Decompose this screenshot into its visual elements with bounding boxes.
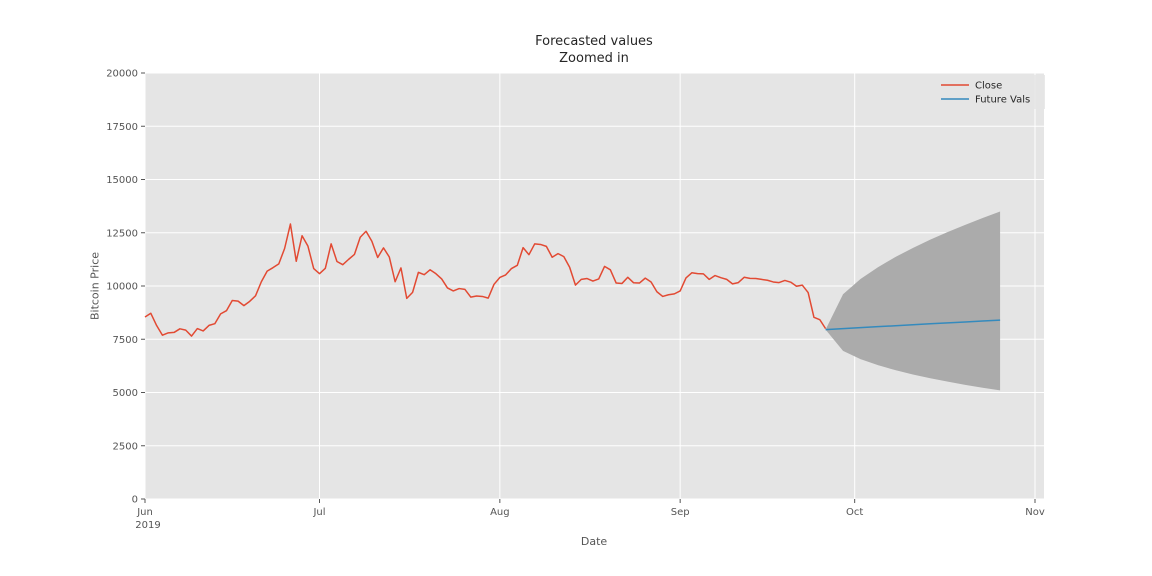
y-tick-label: 15000	[106, 175, 138, 186]
future-vals-line	[825, 319, 1001, 331]
x-tick-label: Nov	[1025, 507, 1045, 518]
y-tick-label: 2500	[113, 441, 138, 452]
x-axis-label: Date	[580, 535, 608, 548]
legend-box	[933, 75, 1045, 109]
chart-title: Forecasted values Zoomed in	[535, 33, 653, 67]
close-line	[144, 223, 827, 337]
x-tick-label: Jul	[312, 507, 325, 518]
confidence-band	[825, 211, 1001, 391]
y-tick-label: 0	[132, 495, 138, 506]
x-tick-sublabel: 2019	[135, 520, 160, 531]
x-tick-label: Jun	[136, 507, 153, 518]
chart-title-line2: Zoomed in	[559, 51, 629, 66]
chart-title-line1: Forecasted values	[535, 34, 653, 49]
x-tick-label: Aug	[490, 507, 510, 518]
y-tick-label: 10000	[106, 282, 138, 293]
y-tick-label: 20000	[106, 69, 138, 80]
x-tick-label: Oct	[846, 507, 863, 518]
x-tick-label: Sep	[671, 507, 690, 518]
y-tick-label: 5000	[113, 388, 138, 399]
legend-label-future-vals: Future Vals	[975, 95, 1030, 106]
y-tick-label: 17500	[106, 122, 138, 133]
y-tick-label: 7500	[113, 335, 138, 346]
y-tick-label: 12500	[106, 228, 138, 239]
y-axis-label: Bitcoin Price	[88, 251, 102, 321]
legend-label-close: Close	[975, 81, 1002, 92]
